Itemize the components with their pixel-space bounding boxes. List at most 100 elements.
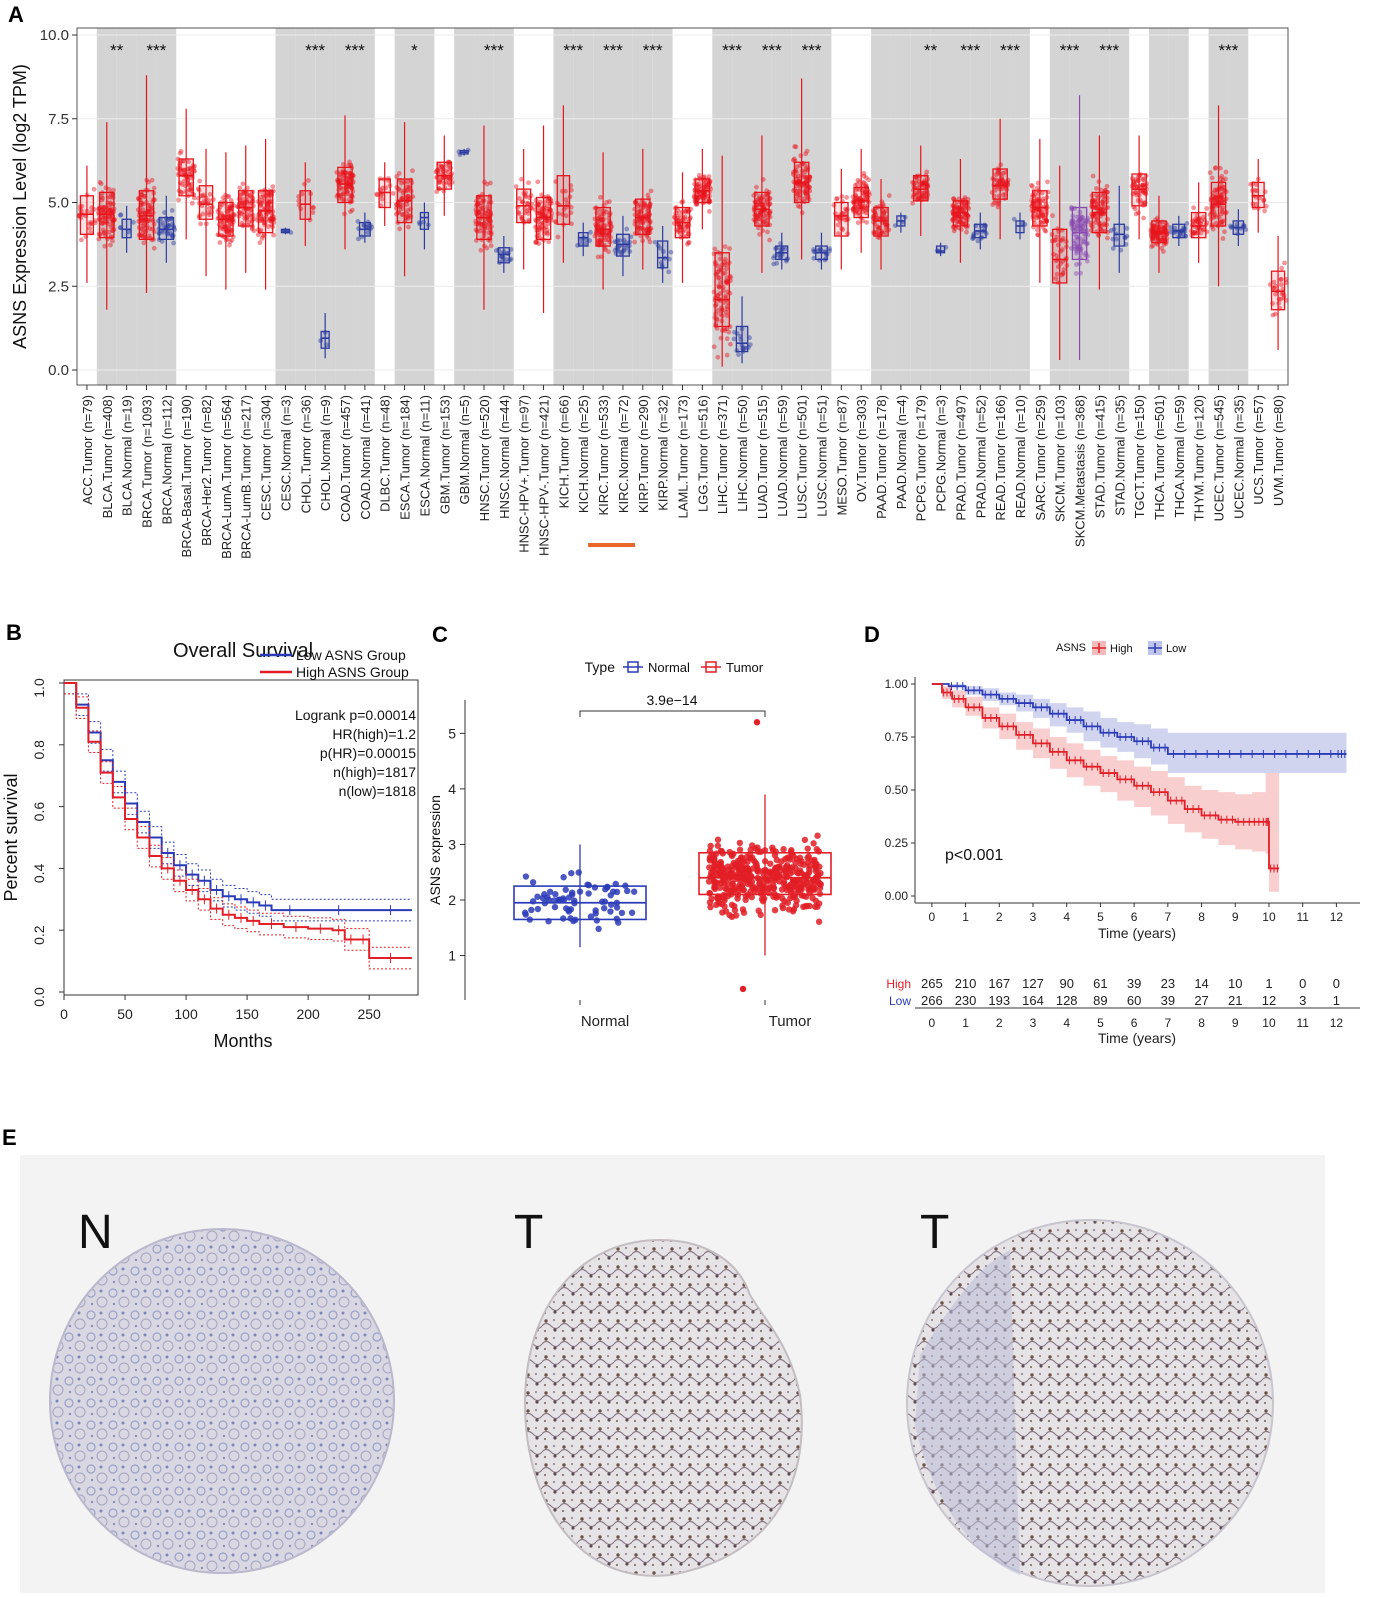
- legend-title: ASNS: [1056, 642, 1086, 654]
- data-point: [397, 202, 402, 208]
- data-point: [723, 310, 729, 315]
- y-tick-label: 5: [448, 725, 456, 741]
- x-tick-label: 1: [962, 910, 969, 924]
- data-point: [107, 205, 113, 210]
- data-point: [1074, 246, 1080, 252]
- x-tick-label: LUAD.Tumor (n=515): [755, 395, 770, 519]
- significance-stars: ***: [1099, 41, 1119, 60]
- significance-stars: ***: [146, 41, 166, 60]
- data-point: [762, 215, 768, 221]
- data-point-tumor: [814, 832, 821, 839]
- data-point-normal: [575, 869, 582, 876]
- data-point: [1150, 243, 1156, 248]
- data-point: [856, 210, 861, 216]
- box: [833, 201, 849, 237]
- box: [79, 195, 95, 235]
- data-point: [1102, 222, 1108, 228]
- data-point: [247, 193, 253, 199]
- risk-value: 127: [1022, 976, 1044, 991]
- x-tick-label: KICH.Tumor (n=66): [556, 395, 571, 508]
- data-point: [755, 225, 761, 231]
- data-point: [1151, 234, 1157, 240]
- data-point: [476, 220, 482, 226]
- risk-value: 210: [955, 976, 977, 991]
- box-tumor: [698, 851, 832, 896]
- data-point: [1096, 233, 1101, 238]
- data-point: [797, 192, 802, 198]
- data-point: [715, 354, 721, 360]
- data-point: [1034, 200, 1040, 206]
- data-point: [596, 218, 601, 224]
- data-point: [1160, 249, 1166, 254]
- data-point: [1212, 196, 1218, 201]
- data-point: [239, 221, 245, 226]
- data-point-tumor: [769, 844, 776, 851]
- data-point: [921, 181, 926, 187]
- data-point: [538, 222, 544, 227]
- y-tick-label: 0.25: [885, 836, 909, 850]
- data-point: [1271, 285, 1277, 291]
- risk-x-tick-label: 1: [962, 1016, 969, 1030]
- core-label-tumor-1: T: [514, 1206, 544, 1259]
- data-point: [485, 208, 491, 214]
- x-tick-label: HNSC.Tumor (n=520): [477, 395, 492, 521]
- data-point: [1092, 214, 1098, 220]
- data-point: [260, 218, 265, 224]
- data-point: [1098, 227, 1104, 233]
- x-tick-label: HNSC.Normal (n=44): [497, 395, 512, 519]
- data-point: [1191, 205, 1196, 211]
- x-tick-label: KICH.Normal (n=25): [576, 395, 591, 513]
- data-point: [881, 211, 887, 216]
- data-point: [394, 174, 400, 179]
- data-point: [637, 201, 643, 207]
- data-point: [526, 180, 531, 186]
- data-point: [1091, 199, 1097, 204]
- box: [912, 175, 929, 202]
- data-point: [874, 216, 880, 221]
- data-point: [399, 206, 404, 212]
- risk-x-tick-label: 10: [1262, 1016, 1276, 1030]
- data-point-tumor: [726, 870, 734, 878]
- data-point-normal: [607, 908, 614, 915]
- data-point: [1134, 192, 1140, 198]
- data-point: [602, 245, 608, 251]
- data-point: [479, 221, 485, 227]
- data-point: [499, 254, 505, 260]
- data-point: [1094, 186, 1099, 191]
- data-point: [724, 313, 730, 319]
- data-point: [404, 187, 410, 193]
- data-point: [341, 211, 347, 217]
- data-point: [676, 228, 682, 233]
- data-point: [477, 206, 482, 212]
- data-point: [643, 212, 649, 218]
- data-point: [405, 193, 411, 199]
- data-point: [975, 238, 981, 244]
- legend-label: High ASNS Group: [296, 664, 409, 680]
- data-point: [185, 176, 191, 182]
- data-point-normal: [546, 888, 554, 895]
- data-point: [100, 207, 105, 213]
- data-point: [722, 270, 728, 276]
- data-point: [757, 198, 763, 204]
- data-point: [138, 226, 144, 232]
- data-point: [714, 317, 720, 323]
- data-point: [922, 184, 928, 189]
- data-point: [439, 164, 445, 170]
- data-point-tumor: [755, 907, 762, 914]
- data-point-tumor: [710, 878, 718, 885]
- box: [735, 325, 749, 353]
- data-point: [437, 179, 443, 185]
- data-point: [148, 216, 154, 222]
- x-tick-label: COAD.Normal (n=41): [358, 395, 373, 520]
- data-point-normal: [568, 869, 575, 877]
- data-point: [636, 212, 642, 218]
- data-point: [1072, 243, 1078, 249]
- data-point: [1060, 271, 1066, 277]
- data-point-normal: [587, 913, 595, 920]
- data-point: [1140, 189, 1146, 195]
- data-point: [853, 209, 859, 215]
- data-point: [544, 230, 550, 236]
- outlier-point: [739, 985, 747, 993]
- data-point: [771, 261, 777, 267]
- data-point: [1034, 185, 1040, 191]
